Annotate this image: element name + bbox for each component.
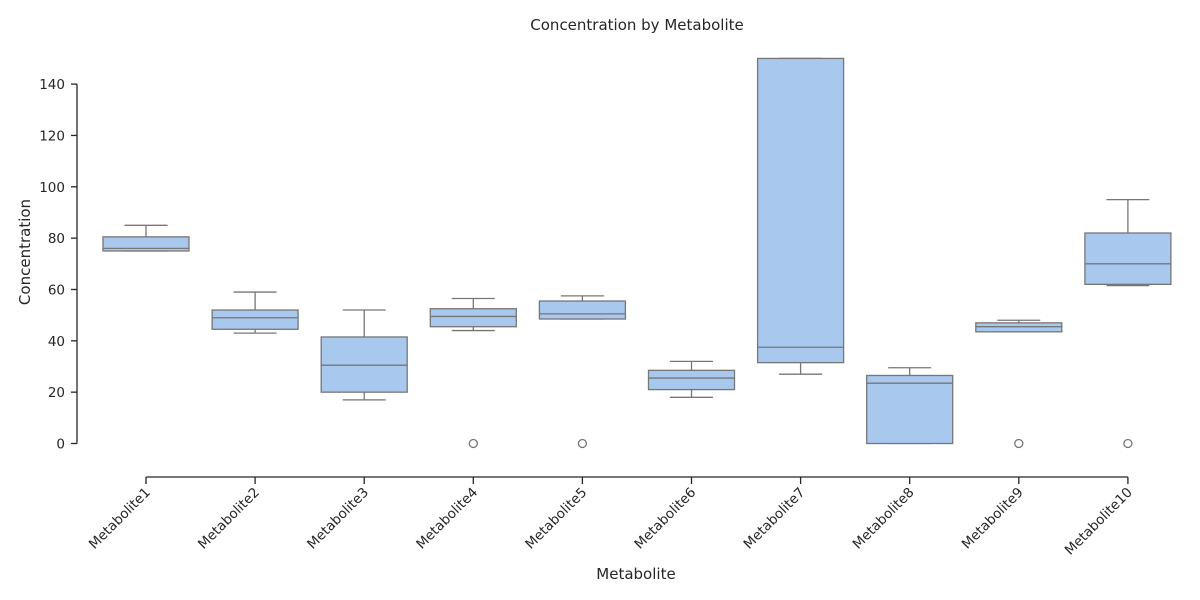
y-tick-label: 60 xyxy=(48,282,65,298)
y-tick-label: 100 xyxy=(39,180,65,196)
outlier-point xyxy=(468,438,478,449)
box-group xyxy=(102,224,190,252)
x-tick-label: Metabolite1 xyxy=(86,485,154,553)
y-tick-label: 120 xyxy=(39,128,65,144)
y-tick-label: 0 xyxy=(56,437,65,453)
box xyxy=(756,57,845,364)
y-tick-label: 140 xyxy=(39,77,65,93)
box-group xyxy=(538,295,627,449)
y-tick-label: 40 xyxy=(48,334,65,350)
y-tick-label: 20 xyxy=(48,385,65,401)
y-tick-label: 80 xyxy=(48,231,65,247)
x-tick-label: Metabolite6 xyxy=(631,485,699,553)
chart-title: Concentration by Metabolite xyxy=(530,16,743,34)
x-tick-label: Metabolite9 xyxy=(959,485,1027,553)
x-tick-label: Metabolite2 xyxy=(195,485,263,553)
box xyxy=(102,236,190,252)
box-group xyxy=(320,309,408,401)
x-tick-label: Metabolite4 xyxy=(413,485,481,553)
box xyxy=(538,300,627,320)
box-group xyxy=(211,291,299,334)
box-group xyxy=(756,57,845,375)
outlier-point xyxy=(1123,438,1133,449)
x-tick-label: Metabolite10 xyxy=(1062,485,1136,559)
box-group xyxy=(866,367,954,445)
box xyxy=(647,369,736,391)
box-group xyxy=(1084,198,1172,449)
box xyxy=(429,308,517,328)
box-group xyxy=(975,319,1063,449)
box-group xyxy=(429,297,517,449)
box xyxy=(866,374,954,445)
outlier-point xyxy=(1014,438,1024,449)
box xyxy=(211,309,299,330)
outlier-point xyxy=(577,438,588,449)
x-tick-label: Metabolite7 xyxy=(741,485,809,553)
box xyxy=(1084,232,1172,285)
x-axis-label: Metabolite xyxy=(596,565,675,583)
box-group xyxy=(647,360,736,398)
x-tick-label: Metabolite5 xyxy=(522,485,590,553)
x-tick-label: Metabolite3 xyxy=(304,485,372,553)
x-tick-label: Metabolite8 xyxy=(850,485,918,553)
boxes xyxy=(102,57,1172,449)
y-axis-label: Concentration xyxy=(16,199,34,305)
